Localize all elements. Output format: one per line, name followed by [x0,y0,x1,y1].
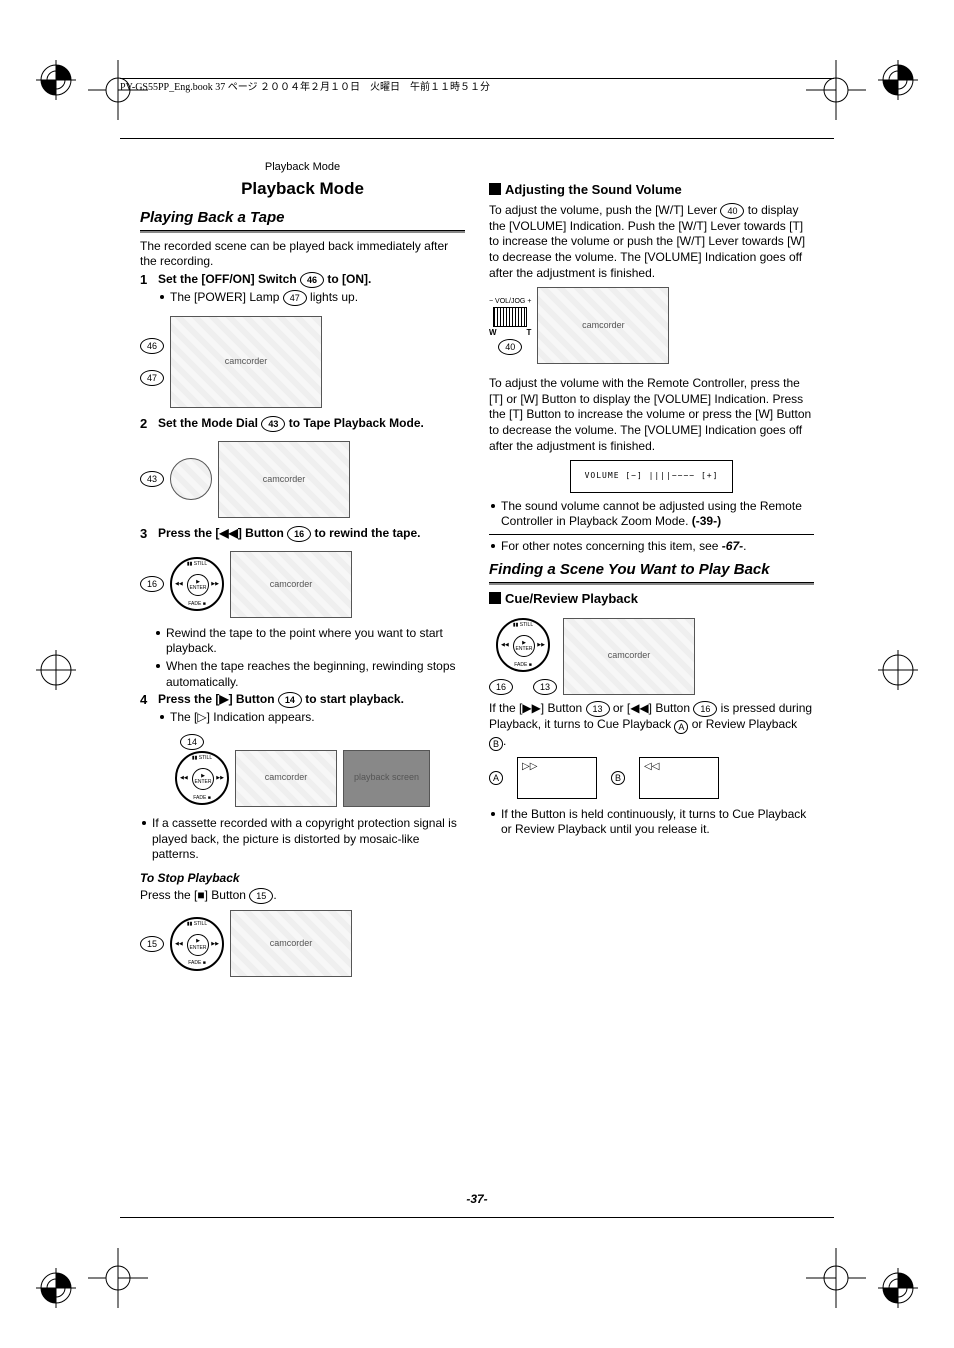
fig-stop: 15 ▮▮ STILL ▶ ENTER FADE ■ ◀◀ ▶▶ camcord… [140,910,352,977]
step4-bullet: The [▷] Indication appears. [158,710,404,726]
top-rule [120,138,834,139]
control-pad-icon: ▮▮ STILL ▶ ENTER FADE ■ ◀◀ ▶▶ [175,751,229,805]
callout-46: 46 [300,272,324,288]
callout-15: 15 [249,888,273,904]
h2-rule [140,230,465,233]
fig-step1: 46 47 camcorder [140,316,322,408]
callout-16-fig: 16 [140,576,164,592]
playback-screen-icon: playback screen [343,750,430,807]
step1-bullet: The [POWER] Lamp 47 lights up. [158,290,371,306]
h3-cue: Cue/Review Playback [489,591,814,608]
reg-mark-br [878,1268,918,1308]
ring-a: A [674,720,688,734]
cue-screen-a: ▷▷ [517,757,597,799]
camcorder-icon: camcorder [563,618,695,695]
step-1: 1 Set the [OFF/ON] Switch 46 to [ON]. Th… [140,272,465,308]
fig-step3: 16 ▮▮ STILL ▶ ENTER FADE ■ ◀◀ ▶▶ camcord… [140,551,352,618]
callout-47-fig: 47 [140,370,164,386]
step-4: 4 Press the [▶] Button 14 to start playb… [140,692,465,728]
callout-13: 13 [586,701,610,717]
h4-stop: To Stop Playback [140,871,465,887]
callout-43: 43 [261,416,285,432]
control-pad-icon: ▮▮ STILL ▶ ENTER FADE ■ ◀◀ ▶▶ [170,917,224,971]
h2-finding: Finding a Scene You Want to Play Back [489,560,814,580]
callout-43-fig: 43 [140,471,164,487]
volume-text-1: To adjust the volume, push the [W/T] Lev… [489,203,814,281]
step3-bullet2: When the tape reaches the beginning, rew… [154,659,465,690]
ring-b: B [489,737,503,751]
callout-13-cue: 13 [533,679,557,695]
divider [489,534,814,535]
fig-step4: 14 ▮▮ STILL ▶ ENTER FADE ■ ◀◀ ▶▶ camcord… [140,734,465,810]
step-3: 3 Press the [◀◀] Button 16 to rewind the… [140,526,465,543]
callout-40-fig: 40 [498,339,522,355]
callout-47: 47 [283,290,307,306]
volume-bullet-2: For other notes concerning this item, se… [489,539,814,555]
control-pad-icon: ▮▮ STILL ▶ ENTER FADE ■ ◀◀ ▶▶ [170,557,224,611]
intro-text: The recorded scene can be played back im… [140,239,465,270]
crop-br [806,1248,866,1308]
camcorder-icon: camcorder [537,287,669,364]
volume-text-2: To adjust the volume with the Remote Con… [489,376,814,454]
fig-volume-screen: VOLUME [−] ||||−−−− [+] [489,460,814,492]
reg-mark-ml [36,650,76,690]
camcorder-icon: camcorder [230,910,352,977]
fig-step2: 43 camcorder [140,441,350,518]
reg-mark-mr [878,650,918,690]
stop-text: Press the [■] Button 15. [140,888,465,904]
page-number: -37- [0,1192,954,1208]
reg-mark-tr [878,60,918,100]
camcorder-icon: camcorder [235,750,337,807]
h2-playing: Playing Back a Tape [140,208,465,228]
fig-cue-screens: A ▷▷ B ◁◁ [489,757,719,799]
camcorder-icon: camcorder [170,316,322,408]
callout-14: 14 [278,692,302,708]
step3-bullet1: Rewind the tape to the point where you w… [154,626,465,657]
bottom-rule [120,1217,834,1218]
voljog-label: − VOL/JOG + [489,297,531,306]
step-2: 2 Set the Mode Dial 43 to Tape Playback … [140,416,465,433]
fig-volume-lever: − VOL/JOG + WT 40 camcorder [489,287,669,364]
ring-a-fig: A [489,771,503,785]
ring-b-fig: B [611,771,625,785]
crop-bl [88,1248,148,1308]
cue-text: If the [▶▶] Button 13 or [◀◀] Button 16 … [489,701,814,751]
left-column: Playback Mode Playback Mode Playing Back… [140,160,465,983]
page-title: Playback Mode [140,178,465,200]
callout-16: 16 [287,526,311,542]
volume-bullet-1: The sound volume cannot be adjusted usin… [489,499,814,530]
mode-dial-icon [170,458,212,500]
print-header: PV-GS55PP_Eng.book 37 ページ ２００４年２月１０日 火曜日… [120,78,834,94]
h3-volume: Adjusting the Sound Volume [489,182,814,199]
callout-16-cue: 16 [489,679,513,695]
cue-screen-b: ◁◁ [639,757,719,799]
camcorder-icon: camcorder [230,551,352,618]
cue-bullet: If the Button is held continuously, it t… [489,807,814,838]
h2-rule [489,582,814,585]
callout-15-fig: 15 [140,936,164,952]
copyright-note: If a cassette recorded with a copyright … [140,816,465,863]
control-pad-icon: ▮▮ STILL ▶ ENTER FADE ■ ◀◀ ▶▶ [496,618,550,672]
callout-40: 40 [720,203,744,219]
callout-16b: 16 [693,701,717,717]
callout-14-fig: 14 [180,734,204,750]
running-head: Playback Mode [140,160,465,174]
fig-cue-controls: ▮▮ STILL ▶ ENTER FADE ■ ◀◀ ▶▶ 16 13 camc… [489,618,695,695]
volume-osd: VOLUME [−] ||||−−−− [+] [570,460,734,492]
reg-mark-bl [36,1268,76,1308]
right-column: Adjusting the Sound Volume To adjust the… [489,160,814,983]
camcorder-icon: camcorder [218,441,350,518]
reg-mark-tl [36,60,76,100]
callout-46-fig: 46 [140,338,164,354]
